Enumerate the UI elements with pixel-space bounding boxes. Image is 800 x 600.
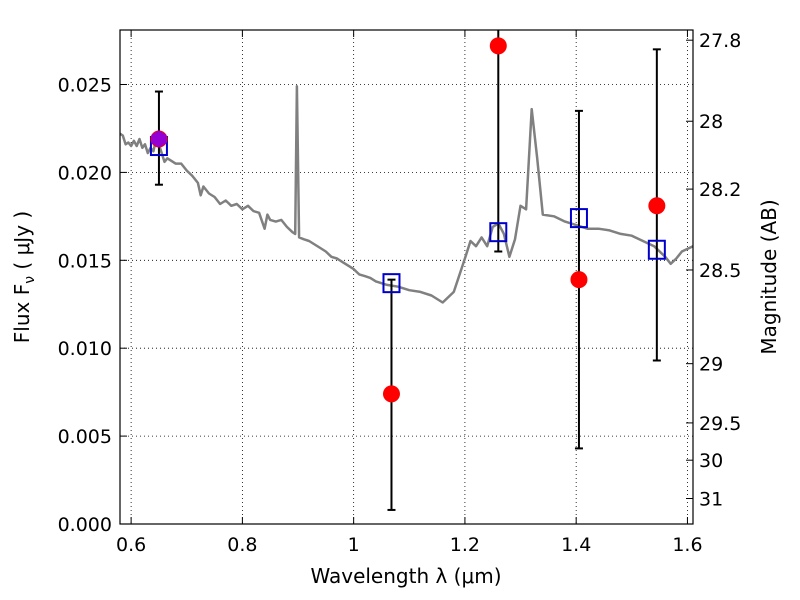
y-axis-label: Flux Fν ( μJy ) [10, 211, 38, 343]
axes: 0.6 0.8 1 1.2 1.4 1.6 0.000 0.005 0.010 0.015 0.02… [58, 30, 741, 556]
y-tick-label: 0.010 [58, 338, 112, 360]
x-tick-label: 0.6 [116, 534, 146, 556]
y-tick-label: 0.005 [58, 426, 112, 448]
observed-flux-point [382, 385, 400, 403]
y2-tick-label: 29.5 [699, 413, 741, 435]
y-tick-label: 0.000 [58, 514, 112, 536]
y-axis-label-main: Flux F [10, 284, 34, 343]
y-tick-label: 0.015 [58, 250, 112, 272]
y-tick-label: 0.025 [58, 74, 112, 96]
x-tick-label: 0.8 [227, 534, 257, 556]
model-band-square [489, 222, 508, 243]
y2-tick-label: 28.5 [699, 260, 741, 282]
y-axis-label-subscript: ν [22, 276, 38, 284]
x-tick-label: 1 [348, 534, 360, 556]
model-band-square [569, 208, 588, 229]
plot-area [120, 85, 693, 304]
x-axis-label: Wavelength λ (μm) [310, 564, 501, 588]
x-tick-label: 1.6 [672, 534, 702, 556]
model-spectrum-line [120, 85, 693, 304]
model-band-square [647, 239, 666, 260]
y2-axis-label: Magnitude (AB) [757, 199, 781, 354]
plot-frame [119, 29, 694, 525]
model-band-square [382, 273, 401, 294]
y2-tick-label: 27.8 [699, 30, 741, 52]
y2-tick-label: 31 [699, 489, 723, 511]
y2-tick-label: 28.2 [699, 179, 741, 201]
y2-tick-label: 29 [699, 354, 723, 376]
observed-flux-point [489, 37, 507, 55]
marker-layer [149, 30, 666, 511]
y2-tick-label: 30 [699, 450, 723, 472]
x-tick-label: 1.4 [561, 534, 591, 556]
hexagon-marker [151, 130, 167, 148]
y-axis-label-unit: ( μJy ) [10, 211, 34, 276]
y2-tick-label: 28 [699, 111, 723, 133]
x-tick-label: 1.2 [450, 534, 480, 556]
observed-flux-point [648, 197, 666, 215]
observed-flux-point [570, 271, 588, 289]
y-tick-label: 0.020 [58, 162, 112, 184]
